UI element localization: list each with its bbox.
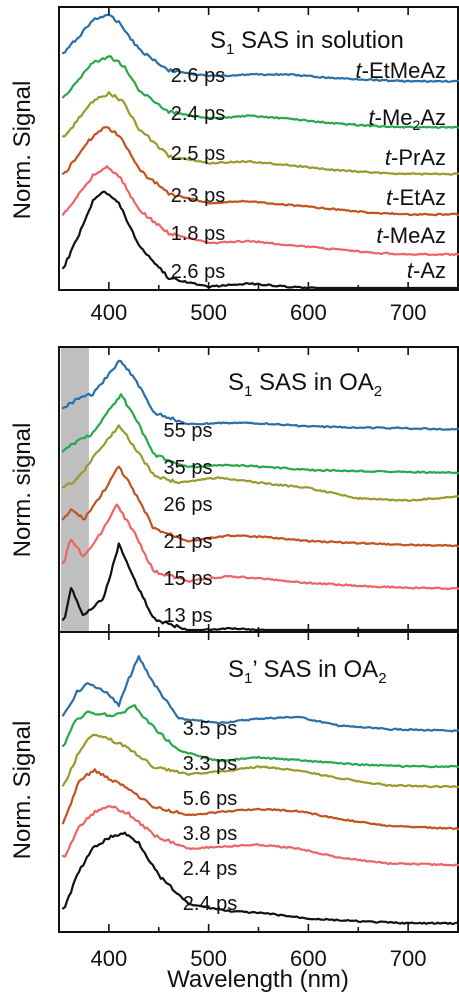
excluded-region-shading xyxy=(60,347,89,632)
label-rest: -Az xyxy=(413,258,446,283)
panel-1-traces xyxy=(61,13,459,290)
sample-label-t-praz: t-PrAz xyxy=(385,145,446,170)
panel-3-ylabel: Norm. Signal xyxy=(9,721,36,860)
spectrum-trace-1-4 xyxy=(61,126,459,217)
x-tick-label: 700 xyxy=(390,946,427,971)
panel-3-xticks xyxy=(108,632,409,932)
label-rest: -Me xyxy=(375,105,413,130)
panel-2-title-tail: SAS in OA xyxy=(252,369,373,396)
lifetime-label: 2.6 ps xyxy=(171,65,225,87)
sample-label-t-me2az: t-Me2Az xyxy=(369,105,447,133)
label-rest: -MeAz xyxy=(382,223,446,248)
panel-1-title: S1 SAS in solution xyxy=(210,27,404,58)
lifetime-label: 5.6 ps xyxy=(183,788,237,810)
panel-3-title-tail: ’ SAS in OA xyxy=(252,656,378,683)
panel-1-time-labels: 2.6 ps 2.4 ps 2.5 ps 2.3 ps 1.8 ps 2.6 ps xyxy=(171,65,225,283)
lifetime-label: 55 ps xyxy=(164,420,213,442)
panel-3-time-labels: 3.5 ps 3.3 ps 5.6 ps 3.8 ps 2.4 ps 2.4 ps xyxy=(183,718,237,915)
label-after: Az xyxy=(420,105,446,130)
lifetime-label: 3.8 ps xyxy=(183,823,237,845)
lifetime-label: 35 ps xyxy=(164,457,213,479)
lifetime-label: 2.4 ps xyxy=(183,858,237,880)
panel-3-title: S1’ SAS in OA2 xyxy=(228,656,387,687)
spectrum-trace-3-6 xyxy=(61,831,459,925)
label-rest: -PrAz xyxy=(391,145,446,170)
panel-2-title-sub2: 2 xyxy=(374,383,382,400)
lifetime-label: 2.3 ps xyxy=(171,185,225,207)
panel-1-title-sub: 1 xyxy=(226,41,234,58)
spectrum-trace-3-2 xyxy=(61,704,459,769)
x-tick-label: 500 xyxy=(190,300,227,325)
spectrum-trace-2-4 xyxy=(61,465,459,548)
x-tick-label: 600 xyxy=(290,300,327,325)
spectrum-trace-2-6 xyxy=(61,542,459,632)
spectrum-trace-1-3 xyxy=(61,91,459,176)
spectrum-trace-1-6 xyxy=(61,190,459,290)
label-prefix: t xyxy=(376,223,383,248)
x-tick-label: 700 xyxy=(390,300,427,325)
label-prefix: t xyxy=(356,58,363,83)
panel-1-title-main: S xyxy=(210,27,226,54)
lifetime-label: 1.8 ps xyxy=(171,223,225,245)
panel-2-time-labels: 55 ps 35 ps 26 ps 21 ps 15 ps 13 ps xyxy=(164,420,213,627)
spectrum-trace-3-1 xyxy=(61,655,459,733)
label-rest: -EtAz xyxy=(392,185,446,210)
panel-1-sample-labels: t-EtMeAz t-Me2Az t-PrAz t-EtAz t-MeAz t-… xyxy=(356,58,446,283)
lifetime-label: 13 ps xyxy=(164,605,213,627)
panel-2-title: S1 SAS in OA2 xyxy=(228,369,382,400)
panel-1-ylabel: Norm. Signal xyxy=(9,81,36,220)
spectrum-trace-1-1 xyxy=(61,13,459,83)
label-sub: 2 xyxy=(413,117,421,133)
label-prefix: t xyxy=(407,258,414,283)
panel-3-title-sub: 1 xyxy=(244,670,252,687)
spectrum-trace-2-1 xyxy=(61,359,459,431)
panel-2-ylabel: Norm. signal xyxy=(9,423,36,558)
spectrum-trace-2-5 xyxy=(61,503,459,591)
panel-2-title-main: S xyxy=(228,369,244,396)
lifetime-label: 15 ps xyxy=(164,568,213,590)
x-tick-label: 600 xyxy=(290,946,327,971)
sample-label-t-etmeaz: t-EtMeAz xyxy=(356,58,446,83)
spectrum-trace-1-5 xyxy=(61,165,459,257)
spectrum-trace-3-4 xyxy=(61,768,459,831)
panel-1-xticks xyxy=(108,7,409,290)
label-rest: -EtMeAz xyxy=(362,58,446,83)
x-tick-labels: 400 500 600 700 400 500 600 700 xyxy=(91,300,427,971)
x-tick-label: 500 xyxy=(190,946,227,971)
panel-3-title-main: S xyxy=(228,656,244,683)
spectrum-trace-2-3 xyxy=(61,424,459,502)
spectrum-trace-1-2 xyxy=(61,55,459,130)
panel-oa2-s1prime: Norm. Signal S1’ SAS in OA2 3.5 ps 3.3 ps… xyxy=(9,631,459,933)
lifetime-label: 3.5 ps xyxy=(183,718,237,740)
lifetime-label: 2.4 ps xyxy=(183,893,237,915)
lifetime-label: 3.3 ps xyxy=(183,753,237,775)
lifetime-label: 21 ps xyxy=(164,531,213,553)
spectrum-trace-2-2 xyxy=(61,393,459,475)
spectrum-trace-3-5 xyxy=(61,804,459,867)
panel-2-title-sub: 1 xyxy=(244,383,252,400)
spectrum-trace-3-3 xyxy=(61,733,459,789)
label-prefix: t xyxy=(385,145,392,170)
panel-2-traces xyxy=(61,359,459,632)
sample-label-t-etaz: t-EtAz xyxy=(386,185,446,210)
panel-1-title-tail: SAS in solution xyxy=(234,27,403,54)
lifetime-label: 2.4 ps xyxy=(171,103,225,125)
sample-label-t-az: t-Az xyxy=(407,258,446,283)
x-tick-label: 400 xyxy=(91,300,128,325)
panel-3-traces xyxy=(61,655,459,925)
panel-3-title-sub2: 2 xyxy=(378,670,386,687)
sample-label-t-meaz: t-MeAz xyxy=(376,223,446,248)
label-prefix: t xyxy=(369,105,376,130)
label-prefix: t xyxy=(386,185,393,210)
lifetime-label: 2.5 ps xyxy=(171,143,225,165)
panel-solution: Norm. Signal S1 SAS in solution 2.6 ps2.… xyxy=(9,6,459,291)
lifetime-label: 2.6 ps xyxy=(171,261,225,283)
lifetime-label: 26 ps xyxy=(164,494,213,516)
panel-oa2-s1: Norm. signal S1 SAS in OA2 55 ps 35 ps 26 … xyxy=(9,346,459,633)
x-axis-label: Wavelength (nm) xyxy=(167,966,349,993)
x-tick-label: 400 xyxy=(91,946,128,971)
